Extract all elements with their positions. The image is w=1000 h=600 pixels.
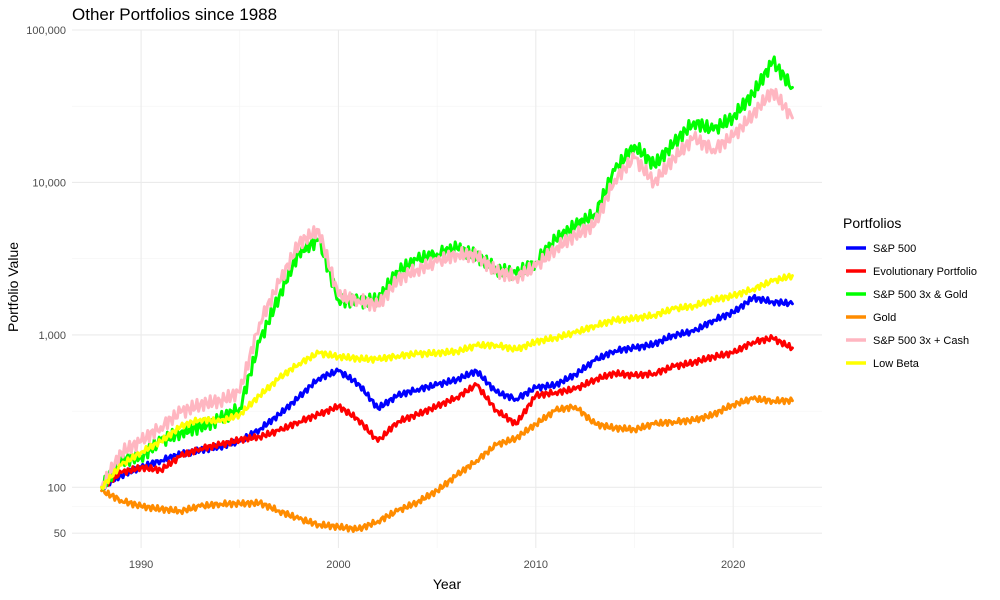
legend-title: Portfolios (843, 215, 901, 231)
legend-label: Evolutionary Portfolio (873, 266, 977, 278)
legend-label: S&P 500 (873, 243, 916, 255)
legend-label: S&P 500 3x & Gold (873, 289, 968, 301)
series-lines (100, 55, 794, 533)
series-line-s-p-500 (100, 293, 794, 490)
grid (72, 29, 822, 548)
y-tick-label: 10,000 (32, 177, 66, 189)
legend: Portfolios S&P 500 Evolutionary Portfolio… (843, 215, 977, 370)
series-line-evolutionary-portfolio (100, 334, 794, 490)
y-tick-labels: 50 100 1,000 10,000 100,000 (26, 25, 66, 540)
y-tick-label: 100,000 (26, 25, 66, 37)
legend-label: Gold (873, 312, 896, 324)
series-line-s-p-500-3x-gold (100, 55, 794, 491)
y-tick-label: 100 (48, 482, 66, 494)
x-tick-label: 1990 (129, 559, 153, 571)
legend-label: Low Beta (873, 358, 920, 370)
y-tick-label: 50 (54, 528, 66, 540)
series-line-low-beta (100, 272, 794, 490)
y-axis-title: Portfolio Value (5, 242, 21, 332)
legend-label: S&P 500 3x + Cash (873, 335, 969, 347)
series-line-gold (100, 395, 794, 533)
chart-title: Other Portfolios since 1988 (72, 5, 277, 24)
series-line-s-p-500-3x-cash (100, 87, 794, 490)
x-tick-label: 2020 (721, 559, 745, 571)
y-tick-label: 1,000 (38, 330, 66, 342)
x-tick-labels: 1990 2000 2010 2020 (129, 559, 746, 571)
x-axis-title: Year (433, 576, 462, 592)
x-tick-label: 2000 (326, 559, 350, 571)
x-tick-label: 2010 (524, 559, 548, 571)
